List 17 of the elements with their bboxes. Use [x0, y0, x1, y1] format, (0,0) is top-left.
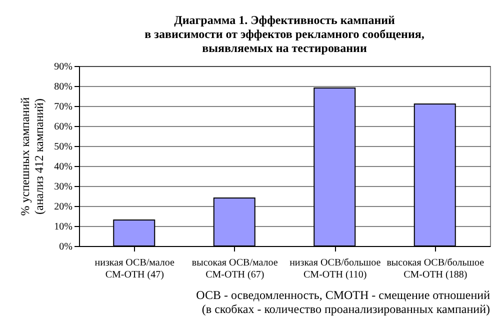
y-tick-label: 70% [54, 102, 72, 112]
y-tick-label: 10% [54, 222, 72, 232]
y-tick-label: 90% [54, 62, 72, 72]
x-tick-label: высокая ОСВ/малое СМ-ОТН (67) [192, 258, 278, 280]
y-tick-label: 40% [54, 162, 72, 172]
y-tick-label: 20% [54, 202, 72, 212]
y-axis-title: % успешных кампаний (анализ 412 кампаний) [18, 96, 46, 216]
chart-title: Диаграмма 1. Эффективность кампаний в зависимости от эффектов рекламного сообщения, выявляемых на тестировании [144, 13, 424, 55]
y-tick-label: 0% [59, 242, 72, 252]
x-tick-label: высокая ОСВ/большое СМ-ОТН (188) [386, 258, 485, 280]
y-tick-label: 30% [54, 182, 72, 192]
text: ОСВ - осведомленность, СМОТН - смещение отношений (в скобках - количество проанализированных кампаний) [196, 288, 491, 316]
y-tick-label: 80% [54, 82, 72, 92]
x-tick-label: низкая ОСВ/большое СМ-ОТН (110) [290, 258, 382, 280]
y-tick-label: 60% [54, 122, 72, 132]
x-tick-label: низкая ОСВ/малое СМ-ОТН (47) [94, 258, 176, 280]
y-tick-label: 50% [54, 142, 72, 152]
